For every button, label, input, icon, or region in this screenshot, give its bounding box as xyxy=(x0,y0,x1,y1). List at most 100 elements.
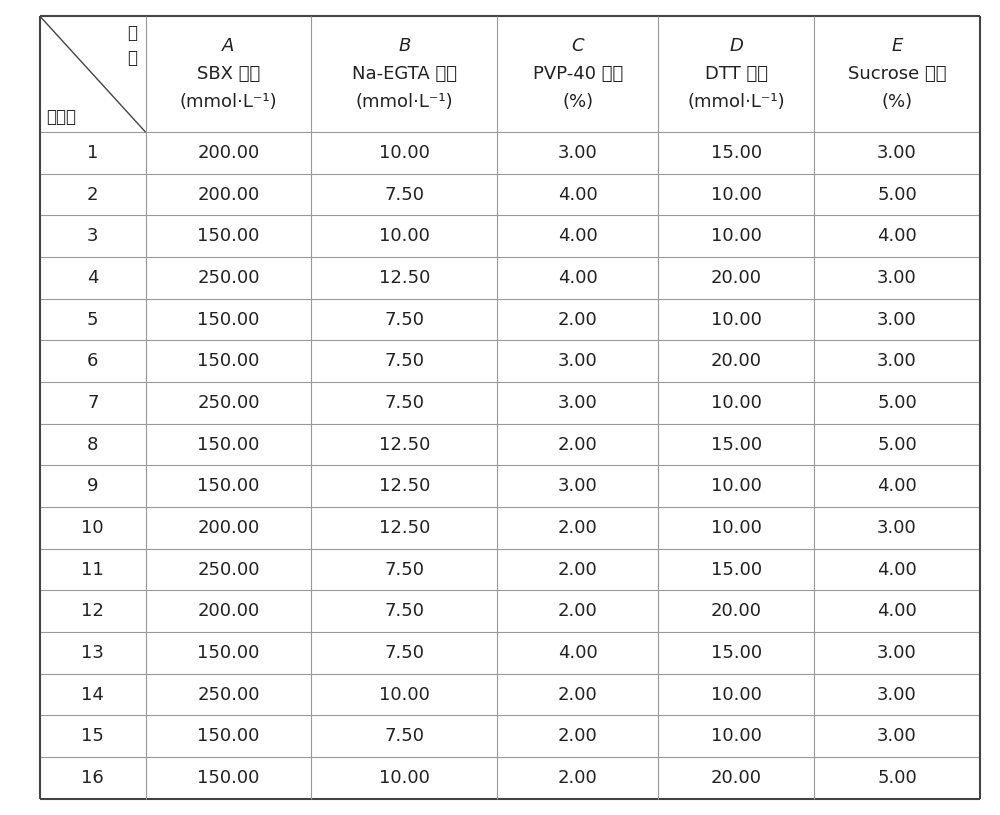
Text: 20.00: 20.00 xyxy=(711,352,762,370)
Text: 10.00: 10.00 xyxy=(379,685,430,703)
Text: 10.00: 10.00 xyxy=(711,186,762,204)
Text: 4.00: 4.00 xyxy=(558,227,598,245)
Text: 3: 3 xyxy=(87,227,99,245)
Text: 200.00: 200.00 xyxy=(197,144,260,162)
Text: 6: 6 xyxy=(87,352,98,370)
Text: 4.00: 4.00 xyxy=(877,561,917,579)
Text: 4.00: 4.00 xyxy=(558,269,598,287)
Text: 8: 8 xyxy=(87,435,98,454)
Text: 4.00: 4.00 xyxy=(558,644,598,662)
Text: (mmol·L⁻¹): (mmol·L⁻¹) xyxy=(180,93,277,111)
Text: 号: 号 xyxy=(128,49,138,67)
Text: 10.00: 10.00 xyxy=(379,227,430,245)
Text: 200.00: 200.00 xyxy=(197,602,260,620)
Text: 15.00: 15.00 xyxy=(711,144,762,162)
Text: 10.00: 10.00 xyxy=(711,394,762,412)
Text: 3.00: 3.00 xyxy=(877,352,917,370)
Text: 20.00: 20.00 xyxy=(711,269,762,287)
Text: 5.00: 5.00 xyxy=(877,769,917,786)
Text: 7.50: 7.50 xyxy=(384,311,424,328)
Text: 250.00: 250.00 xyxy=(197,269,260,287)
Text: 200.00: 200.00 xyxy=(197,186,260,204)
Text: 2.00: 2.00 xyxy=(558,435,598,454)
Text: C: C xyxy=(572,37,584,55)
Text: 4.00: 4.00 xyxy=(877,478,917,496)
Text: 2: 2 xyxy=(87,186,99,204)
Text: B: B xyxy=(398,37,411,55)
Text: E: E xyxy=(891,37,903,55)
Text: 15.00: 15.00 xyxy=(711,561,762,579)
Text: 10.00: 10.00 xyxy=(711,727,762,745)
Text: 150.00: 150.00 xyxy=(197,727,260,745)
Text: 150.00: 150.00 xyxy=(197,769,260,786)
Text: 7.50: 7.50 xyxy=(384,561,424,579)
Text: 2.00: 2.00 xyxy=(558,727,598,745)
Text: 2.00: 2.00 xyxy=(558,602,598,620)
Text: 15.00: 15.00 xyxy=(711,435,762,454)
Text: 2.00: 2.00 xyxy=(558,769,598,786)
Text: 10.00: 10.00 xyxy=(711,478,762,496)
Text: 3.00: 3.00 xyxy=(877,685,917,703)
Text: 150.00: 150.00 xyxy=(197,644,260,662)
Text: 10.00: 10.00 xyxy=(379,769,430,786)
Text: (mmol·L⁻¹): (mmol·L⁻¹) xyxy=(687,93,785,111)
Text: 试验号: 试验号 xyxy=(46,108,76,126)
Text: 150.00: 150.00 xyxy=(197,478,260,496)
Text: 11: 11 xyxy=(81,561,104,579)
Text: PVP-40 浓度: PVP-40 浓度 xyxy=(533,65,623,83)
Text: 14: 14 xyxy=(81,685,104,703)
Text: DTT 浓度: DTT 浓度 xyxy=(705,65,768,83)
Text: SBX 浓度: SBX 浓度 xyxy=(197,65,260,83)
Text: 250.00: 250.00 xyxy=(197,561,260,579)
Text: 16: 16 xyxy=(81,769,104,786)
Text: 7.50: 7.50 xyxy=(384,644,424,662)
Text: 9: 9 xyxy=(87,478,99,496)
Text: 10.00: 10.00 xyxy=(711,311,762,328)
Text: 5.00: 5.00 xyxy=(877,435,917,454)
Text: 150.00: 150.00 xyxy=(197,311,260,328)
Text: 3.00: 3.00 xyxy=(877,727,917,745)
Text: 7: 7 xyxy=(87,394,99,412)
Text: 4: 4 xyxy=(87,269,99,287)
Text: 150.00: 150.00 xyxy=(197,352,260,370)
Text: Sucrose 浓度: Sucrose 浓度 xyxy=(848,65,946,83)
Text: D: D xyxy=(729,37,743,55)
Text: 3.00: 3.00 xyxy=(877,644,917,662)
Text: 10.00: 10.00 xyxy=(711,227,762,245)
Text: 7.50: 7.50 xyxy=(384,394,424,412)
Text: 3.00: 3.00 xyxy=(558,478,598,496)
Text: 150.00: 150.00 xyxy=(197,227,260,245)
Text: 3.00: 3.00 xyxy=(877,269,917,287)
Text: 12.50: 12.50 xyxy=(379,519,430,537)
Text: 10: 10 xyxy=(81,519,104,537)
Text: 200.00: 200.00 xyxy=(197,519,260,537)
Text: 4.00: 4.00 xyxy=(877,602,917,620)
Text: 20.00: 20.00 xyxy=(711,769,762,786)
Text: 10.00: 10.00 xyxy=(379,144,430,162)
Text: 7.50: 7.50 xyxy=(384,186,424,204)
Text: 3.00: 3.00 xyxy=(558,144,598,162)
Text: Na-EGTA 浓度: Na-EGTA 浓度 xyxy=(352,65,457,83)
Text: 250.00: 250.00 xyxy=(197,685,260,703)
Text: 13: 13 xyxy=(81,644,104,662)
Text: 7.50: 7.50 xyxy=(384,352,424,370)
Text: 2.00: 2.00 xyxy=(558,561,598,579)
Text: 12.50: 12.50 xyxy=(379,269,430,287)
Text: 10.00: 10.00 xyxy=(711,519,762,537)
Text: 2.00: 2.00 xyxy=(558,685,598,703)
Text: 4.00: 4.00 xyxy=(877,227,917,245)
Text: 1: 1 xyxy=(87,144,98,162)
Text: 2.00: 2.00 xyxy=(558,311,598,328)
Text: A: A xyxy=(222,37,235,55)
Text: 12.50: 12.50 xyxy=(379,435,430,454)
Text: 20.00: 20.00 xyxy=(711,602,762,620)
Text: 15: 15 xyxy=(81,727,104,745)
Text: 3.00: 3.00 xyxy=(558,352,598,370)
Text: 3.00: 3.00 xyxy=(877,144,917,162)
Text: (%): (%) xyxy=(562,93,593,111)
Text: (mmol·L⁻¹): (mmol·L⁻¹) xyxy=(356,93,453,111)
Text: 10.00: 10.00 xyxy=(711,685,762,703)
Text: 2.00: 2.00 xyxy=(558,519,598,537)
Text: 3.00: 3.00 xyxy=(558,394,598,412)
Text: 4.00: 4.00 xyxy=(558,186,598,204)
